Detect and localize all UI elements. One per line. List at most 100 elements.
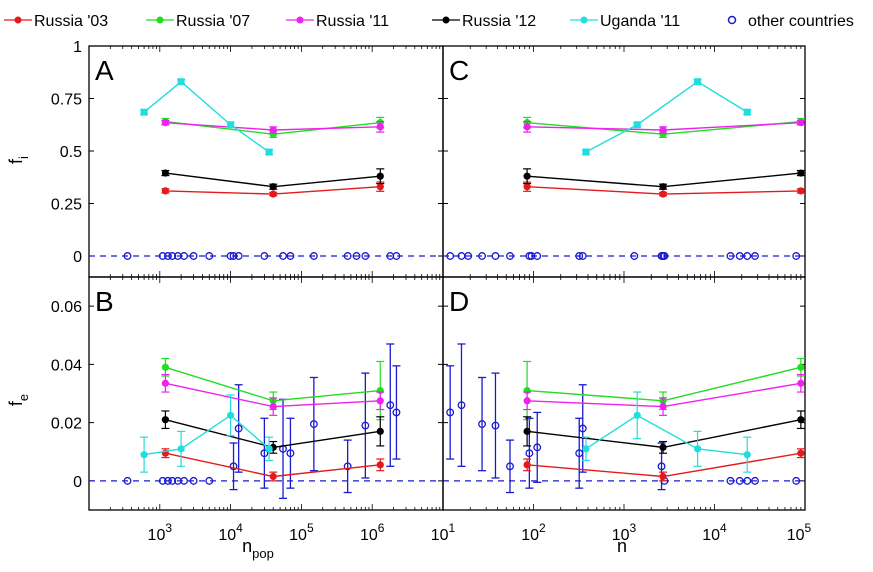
- other-country-point: [457, 401, 466, 410]
- other-country-point: [123, 252, 132, 260]
- series-point: [161, 169, 170, 177]
- ylabel-top-main: f: [6, 158, 26, 164]
- legend-item: Russia '12: [432, 13, 536, 30]
- panel-frame: [442, 45, 806, 278]
- x-tick-label: 104: [218, 521, 243, 544]
- series-point: [659, 443, 667, 451]
- x-tick-label-exp: 3: [165, 521, 172, 535]
- legend-item: Uganda '11: [570, 13, 680, 30]
- ylabel-bottom-main: f: [6, 400, 26, 406]
- ylabel-top-sub: i: [16, 156, 31, 159]
- y-tick-label: 0.25: [51, 197, 82, 214]
- other-country-point: [309, 420, 318, 429]
- other-country-point: [234, 252, 243, 260]
- axis-labels: fi fe npop n: [6, 156, 627, 561]
- x-tick-label: 105: [289, 521, 314, 544]
- series-point: [376, 427, 384, 435]
- series-3: [523, 410, 805, 454]
- legend-label: other countries: [748, 13, 854, 30]
- series-point: [659, 183, 667, 191]
- series-2: [161, 373, 385, 416]
- legend-item: Russia '07: [146, 13, 250, 30]
- series-point: [797, 119, 805, 127]
- series-point: [743, 451, 751, 459]
- series-3: [161, 168, 385, 191]
- series-4: [581, 78, 752, 156]
- series-point: [269, 472, 277, 481]
- y-tick-label: 0.02: [51, 416, 82, 433]
- other-country-point: [491, 421, 500, 430]
- other-country-point: [726, 252, 735, 260]
- other-country-point: [660, 252, 669, 260]
- other-country-point: [491, 252, 500, 260]
- other-country-point: [343, 252, 352, 260]
- other-country-point: [735, 476, 744, 485]
- legend-label: Uganda '11: [600, 13, 680, 30]
- y-tick-label: 0.06: [51, 299, 82, 316]
- legend-label: Russia '11: [316, 13, 389, 30]
- series-point: [227, 411, 235, 419]
- x-tick-label-exp: 3: [630, 521, 637, 535]
- panel-letter: C: [449, 55, 469, 86]
- other-country-point: [751, 252, 759, 260]
- y-tick-label: 0.75: [51, 92, 82, 109]
- series-point: [523, 172, 531, 180]
- x-tick-label: 102: [521, 521, 546, 544]
- x-tick-label: 105: [787, 521, 812, 544]
- panel-frame: [442, 276, 806, 511]
- series-point: [582, 445, 590, 453]
- legend-label: Russia '12: [462, 13, 536, 30]
- series-point: [633, 121, 641, 129]
- series-point: [797, 363, 805, 371]
- series-line: [143, 414, 270, 456]
- other-country-point: [309, 252, 318, 260]
- series-point: [269, 403, 277, 411]
- y-tick-label: 0.04: [51, 357, 82, 374]
- other-country-point: [392, 408, 401, 417]
- series-point: [797, 416, 805, 424]
- series-point: [140, 451, 148, 459]
- legend-marker: [296, 16, 304, 24]
- panel-A: 0 0.25 0.5 0.75 1A: [51, 39, 444, 278]
- legend-marker: [14, 16, 22, 24]
- x-tick-label: 103: [612, 521, 637, 544]
- x-tick-label-base: 10: [360, 527, 378, 544]
- series-point: [269, 183, 277, 191]
- series-point: [797, 449, 805, 457]
- other-country-point: [630, 252, 639, 260]
- legend: Russia '03 Russia '07 Russia '11 Russia '12…: [4, 13, 854, 30]
- xlabel-left: npop: [242, 536, 274, 561]
- series-point: [797, 187, 805, 195]
- x-tick-label: 106: [360, 521, 385, 544]
- panel-C: C: [442, 45, 806, 278]
- other-country-point: [527, 252, 536, 260]
- other-country-point: [478, 420, 486, 429]
- other-country-point: [180, 252, 188, 260]
- series-2: [523, 373, 805, 416]
- other-country-point: [163, 476, 172, 485]
- series-point: [177, 78, 185, 86]
- other-country-point: [205, 252, 214, 260]
- legend-marker: [442, 16, 450, 24]
- other-country-point: [229, 462, 238, 471]
- other-country-point: [792, 476, 801, 485]
- other-country-point: [743, 252, 752, 260]
- panel-frame: [88, 45, 444, 278]
- legend-label: Russia '07: [176, 13, 250, 30]
- x-tick-label-base: 10: [787, 527, 805, 544]
- legend-marker: [156, 16, 164, 24]
- series-line: [527, 366, 802, 402]
- x-tick-label-exp: 6: [378, 521, 385, 535]
- series-point: [523, 183, 531, 191]
- other-country-point: [229, 252, 238, 260]
- x-tick-label-exp: 2: [539, 521, 546, 535]
- x-tick-label-base: 10: [702, 527, 720, 544]
- series-point: [161, 363, 170, 371]
- other-country-point: [792, 252, 801, 260]
- series-line: [143, 80, 270, 153]
- series-point: [633, 411, 641, 419]
- other-country-point: [392, 252, 401, 260]
- x-tick-label-exp: 4: [720, 521, 727, 535]
- other-country-point: [158, 252, 167, 260]
